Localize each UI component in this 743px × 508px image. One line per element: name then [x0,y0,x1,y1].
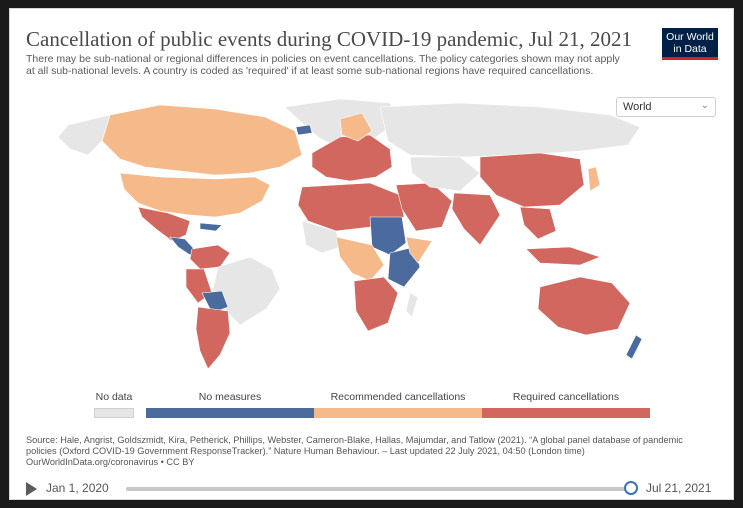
map-legend: No data No measures Recommended cancella… [10,391,735,421]
legend-label-recommended: Recommended cancellations [330,391,466,403]
map-new-zealand[interactable] [625,334,643,360]
timeline-start-label: Jan 1, 2020 [46,481,109,495]
map-middle-east[interactable] [395,182,453,232]
chart-title: Cancellation of public events during COV… [26,27,632,51]
map-southeast-asia[interactable] [519,206,557,240]
map-china[interactable] [479,152,585,208]
map-bolivia[interactable] [201,290,229,314]
legend-label-required: Required cancellations [512,391,620,403]
source-note: Source: Hale, Angrist, Goldszmidt, Kira,… [26,435,683,467]
map-southern-africa[interactable] [353,276,399,332]
legend-label-no-measures: No measures [198,391,262,403]
map-japan[interactable] [587,166,601,192]
map-horn-of-africa[interactable] [405,236,433,264]
timeline-track[interactable] [126,487,632,491]
region-select-value: World [623,101,652,113]
play-icon[interactable] [26,482,37,496]
legend-swatch-required[interactable] [482,408,650,418]
region-select[interactable]: World ⌄ [616,97,716,117]
legend-swatch-recommended[interactable] [314,408,482,418]
map-south-asia[interactable] [451,192,501,246]
map-caribbean[interactable] [199,222,223,232]
map-indonesia[interactable] [525,246,601,266]
map-alaska[interactable] [57,114,111,156]
legend-label-no-data: No data [95,391,133,403]
map-united-states[interactable] [119,172,271,218]
logo-line-1: Our World [666,31,714,43]
map-europe[interactable] [311,134,393,182]
world-map [57,98,643,370]
map-argentina-chile[interactable] [195,306,231,370]
map-australia[interactable] [537,276,631,336]
map-madagascar[interactable] [405,292,419,318]
timeline: Jan 1, 2020 Jul 21, 2021 [10,479,735,499]
map-iceland[interactable] [295,124,313,136]
map-russia[interactable] [379,102,641,158]
map-sudan-region[interactable] [369,216,407,256]
map-central-asia[interactable] [409,156,481,192]
timeline-end-label: Jul 21, 2021 [646,481,712,495]
map-canada[interactable] [101,104,303,176]
logo-line-2: in Data [673,43,707,55]
chevron-down-icon: ⌄ [700,100,709,111]
legend-swatch-no-data[interactable] [94,408,134,418]
chart-subtitle: There may be sub-national or regional di… [26,53,620,78]
owid-logo[interactable]: Our World in Data [662,28,718,60]
map-west-africa[interactable] [301,220,341,254]
timeline-handle[interactable] [624,481,638,495]
chart-frame: Cancellation of public events during COV… [9,8,734,500]
map-scandinavia[interactable] [339,112,373,142]
legend-swatch-no-measures[interactable] [146,408,314,418]
